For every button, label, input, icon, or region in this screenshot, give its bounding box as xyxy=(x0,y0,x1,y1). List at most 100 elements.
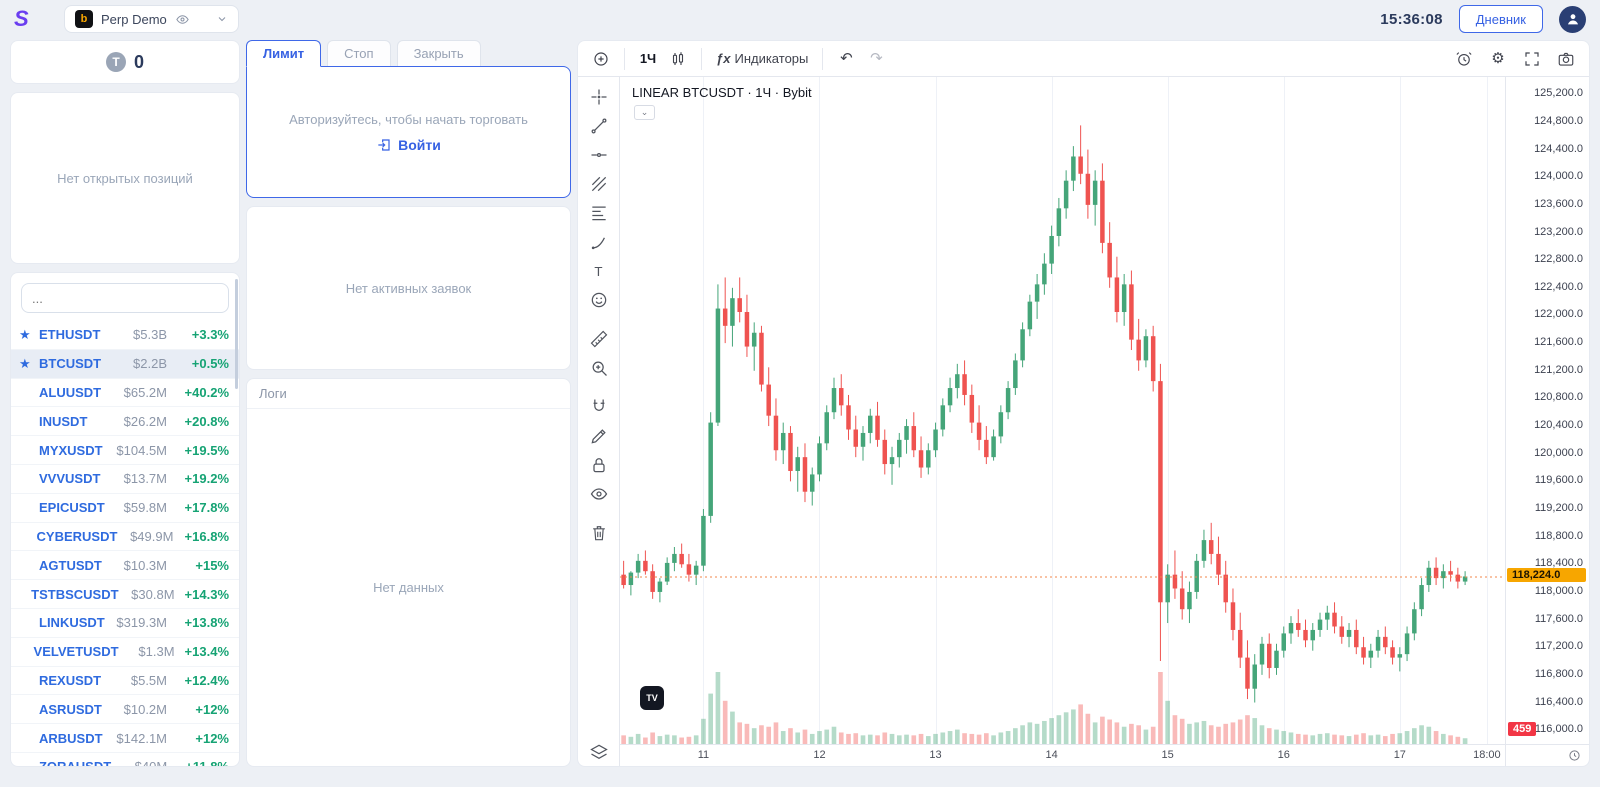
search-input[interactable] xyxy=(21,283,229,313)
token-counter-panel: T 0 xyxy=(10,40,240,84)
coin-symbol: MYXUSDT xyxy=(39,442,103,458)
login-button[interactable]: Войти xyxy=(376,137,441,153)
coin-symbol: LINKUSDT xyxy=(39,615,105,631)
tab-close[interactable]: Закрыть xyxy=(396,40,481,67)
market-row-myxusdt[interactable]: ★MYXUSDT$104.5M+19.5% xyxy=(11,436,239,465)
trend-line-icon xyxy=(591,118,606,134)
text-tool[interactable]: T xyxy=(584,257,614,285)
crosshair-tool[interactable] xyxy=(584,83,614,111)
price-tick: 118,000.0 xyxy=(1534,584,1583,597)
time-tick: 11 xyxy=(697,749,710,761)
coin-marketcap: $13.7M xyxy=(123,471,167,487)
coin-symbol: TSTBSCUSDT xyxy=(31,586,119,602)
coin-marketcap: $5.5M xyxy=(130,672,167,688)
magnet-icon xyxy=(593,399,604,411)
time-tick: 17 xyxy=(1393,749,1406,761)
fib-retracement-tool[interactable] xyxy=(584,199,614,227)
undo-button[interactable]: ↶ xyxy=(833,46,859,72)
coin-marketcap: $49.9M xyxy=(130,528,174,544)
coin-marketcap: $142.1M xyxy=(116,730,167,746)
object-tree-tool[interactable] xyxy=(584,738,614,766)
horizontal-line-tool[interactable] xyxy=(584,141,614,169)
auth-message: Авторизуйтесь, чтобы начать торговать xyxy=(289,111,528,127)
indicators-button[interactable]: ƒx Индикаторы xyxy=(712,46,812,72)
tab-stop[interactable]: Стоп xyxy=(327,40,391,67)
app-logo[interactable]: S xyxy=(14,8,44,30)
market-row-ethusdt[interactable]: ★ ETHUSDT $5.3B +3.3% xyxy=(11,321,239,350)
chart-plot[interactable]: LINEAR BTCUSDT · 1Ч · Bybit ⌄ TV xyxy=(620,77,1505,744)
last-price-label: 118,224.0 xyxy=(1507,568,1586,583)
coin-symbol: ALUUSDT xyxy=(39,384,102,400)
price-tick: 123,200.0 xyxy=(1534,225,1583,238)
remove-drawings-tool[interactable] xyxy=(584,519,614,547)
time-tick: 12 xyxy=(813,749,826,761)
token-icon: T xyxy=(105,52,126,72)
brush-tool[interactable] xyxy=(584,228,614,256)
market-row-arbusdt[interactable]: ★ARBUSDT$142.1M+12% xyxy=(11,724,239,753)
market-row-linkusdt[interactable]: ★LINKUSDT$319.3M+13.8% xyxy=(11,609,239,638)
snapshot-button[interactable] xyxy=(1553,46,1579,72)
market-row-asrusdt[interactable]: ★ASRUSDT$10.2M+12% xyxy=(11,695,239,725)
emoji-tool[interactable] xyxy=(584,286,614,314)
coin-change: +15% xyxy=(195,557,229,573)
drawing-mode-tool[interactable] xyxy=(584,422,614,450)
timezone-clock-icon[interactable] xyxy=(1568,749,1581,762)
market-row-rexusdt[interactable]: ★REXUSDT$5.5M+12.4% xyxy=(11,667,239,696)
chart-type-button[interactable] xyxy=(665,46,691,72)
market-row-agtusdt[interactable]: ★AGTUSDT$10.3M+15% xyxy=(11,551,239,581)
market-row-velvetusdt[interactable]: ★VELVETUSDT$1.3M+13.4% xyxy=(11,638,239,667)
exchange-icon: b xyxy=(75,10,93,28)
zoom-in-tool[interactable] xyxy=(584,354,614,382)
market-row-aluusdt[interactable]: ★ALUUSDT$65.2M+40.2% xyxy=(11,379,239,408)
candlestick-canvas[interactable] xyxy=(620,77,1505,744)
settings-button[interactable]: ⚙ xyxy=(1485,46,1511,72)
magnet-tool[interactable] xyxy=(584,393,614,421)
alert-button[interactable] xyxy=(1451,46,1477,72)
eye-icon xyxy=(590,488,607,500)
timeframe-button[interactable]: 1Ч xyxy=(635,46,661,72)
coin-marketcap: $59.8M xyxy=(123,500,167,516)
tradingview-logo[interactable]: TV xyxy=(640,686,664,710)
trend-line-tool[interactable] xyxy=(584,112,614,140)
symbol-search-button[interactable] xyxy=(588,46,614,72)
tab-limit[interactable]: Лимит xyxy=(246,40,322,67)
market-row-epicusdt[interactable]: ★EPICUSDT$59.8M+17.8% xyxy=(11,494,239,523)
price-tick: 116,400.0 xyxy=(1534,695,1583,708)
order-form-panel: Авторизуйтесь, чтобы начать торговать Во… xyxy=(246,66,571,198)
fullscreen-button[interactable] xyxy=(1519,46,1545,72)
market-row-zorausdt[interactable]: ★ZORAUSDT$40M+11.8% xyxy=(11,753,239,766)
drawing-toolbar: T xyxy=(578,77,620,766)
trash-icon xyxy=(592,526,605,541)
redo-button[interactable]: ↷ xyxy=(863,46,889,72)
market-row-btcusdt[interactable]: ★ BTCUSDT $2.2B +0.5% xyxy=(11,349,239,379)
favorite-star-icon[interactable]: ★ xyxy=(19,326,31,342)
favorite-star-icon[interactable]: ★ xyxy=(19,355,31,371)
countdown-label: 459 xyxy=(1508,722,1537,737)
measure-tool[interactable] xyxy=(584,325,614,353)
price-scale[interactable]: 125,200.0 124,800.0 124,400.0 124,000.0 123,… xyxy=(1506,77,1589,744)
emoji-icon xyxy=(591,292,606,308)
journal-button[interactable]: Дневник xyxy=(1458,5,1543,33)
hide-drawings-tool[interactable] xyxy=(584,480,614,508)
coin-symbol: REXUSDT xyxy=(39,672,102,688)
market-row-cyberusdt[interactable]: ★CYBERUSDT$49.9M+16.8% xyxy=(11,523,239,552)
search-wrap xyxy=(11,283,239,321)
avatar[interactable] xyxy=(1559,5,1586,33)
coin-symbol: ARBUSDT xyxy=(39,730,103,746)
chevron-down-icon xyxy=(216,13,228,25)
lock-drawings-tool[interactable] xyxy=(584,451,614,479)
time-axis[interactable]: 11 12 13 14 15 16 17 18:00 xyxy=(620,744,1505,766)
time-tick: 13 xyxy=(929,749,942,761)
zoom-in-icon xyxy=(592,361,607,376)
market-row-vvvusdt[interactable]: ★VVVUSDT$13.7M+19.2% xyxy=(11,465,239,494)
market-row-inusdt[interactable]: ★INUSDT$26.2M+20.8% xyxy=(11,407,239,437)
scrollbar[interactable] xyxy=(235,279,238,389)
market-row-tstbscusdt[interactable]: ★TSTBSCUSDT$30.8M+14.3% xyxy=(11,580,239,609)
coin-marketcap: $10.3M xyxy=(123,557,167,573)
alarm-clock-icon xyxy=(1456,51,1472,66)
legend-collapse-button[interactable]: ⌄ xyxy=(634,105,655,120)
pitchfork-tool[interactable] xyxy=(584,170,614,198)
coin-marketcap: $10.2M xyxy=(123,701,167,717)
eye-icon[interactable] xyxy=(175,12,190,27)
account-selector[interactable]: b Perp Demo xyxy=(64,5,239,33)
